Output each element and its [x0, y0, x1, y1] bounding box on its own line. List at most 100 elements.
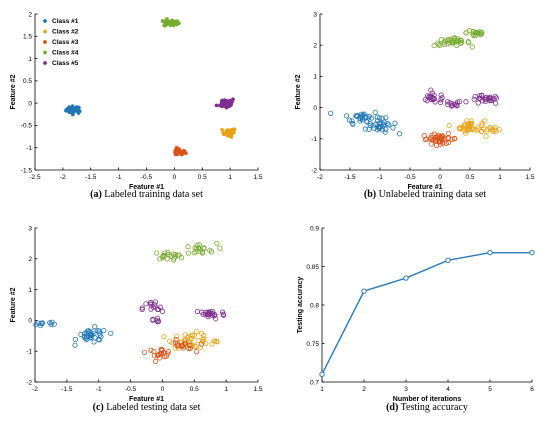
scatter-point-class-4 [458, 37, 464, 44]
scatter-point-class-4 [178, 255, 185, 261]
scatter-point-class-1 [77, 109, 82, 114]
scatter-point-class-1 [47, 320, 53, 326]
scatter-point-class-5 [437, 99, 444, 105]
y-axis-label: Feature #2 [10, 287, 17, 322]
scatter-point-class-5 [159, 308, 166, 315]
chart-panel-4: 1 2 3 4 5 6 0.7 0.75 0.8 0.85 0.9 Number of iterati… [297, 225, 535, 413]
scatter-point-class-2 [191, 332, 197, 338]
scatter-point-class-1 [376, 115, 383, 121]
y-tick-label: 0 [28, 100, 32, 107]
x-tick-label: 0 [173, 174, 177, 181]
data-point [361, 288, 367, 294]
scatter-point-class-3 [180, 151, 185, 156]
scatter-point-class-5 [225, 99, 230, 104]
scatter-point-class-3 [437, 141, 443, 147]
scatter-point-class-5 [454, 99, 461, 105]
scatter-point-class-5 [194, 308, 200, 315]
y-tick-label: 0 [313, 105, 317, 112]
scatter-point-class-1 [35, 320, 41, 326]
scatter-point-class-5 [150, 316, 156, 322]
scatter-point-class-5 [463, 99, 469, 105]
x-axis-label: Feature #1 [129, 396, 164, 403]
scatter-point-class-2 [195, 337, 201, 344]
scatter-point-class-4 [174, 19, 178, 24]
data-point [403, 275, 409, 281]
x-tick-label: 1.5 [253, 174, 262, 181]
scatter-point-class-3 [182, 340, 188, 346]
scatter-point-class-2 [490, 129, 496, 135]
scatter-point-class-2 [224, 128, 229, 133]
scatter-point-class-3 [174, 146, 179, 151]
legend-marker-class-2 [43, 29, 47, 34]
scatter-point-class-4 [473, 29, 479, 36]
x-tick-label: -0.5 [141, 174, 153, 181]
x-tick-label: -0.5 [404, 174, 416, 181]
scatter-point-class-1 [89, 332, 95, 338]
scatter-point-class-5 [139, 306, 145, 312]
caption-tag: (b) [364, 189, 376, 200]
x-tick-label: -2 [317, 174, 323, 181]
scatter-point-class-4 [435, 40, 441, 46]
x-tick-label: 6 [530, 386, 534, 393]
scatter-point-class-2 [161, 334, 167, 340]
scatter-point-class-2 [211, 338, 217, 344]
scatter-point-class-1 [87, 332, 93, 338]
scatter-point-class-4 [164, 20, 169, 25]
y-tick-label: -0.5 [21, 123, 33, 130]
scatter-point-class-3 [440, 140, 446, 146]
caption-text: Labeled testing data set [104, 402, 201, 413]
x-tick-label: 3 [404, 386, 408, 393]
y-tick-label: 0.85 [306, 264, 319, 271]
data-point [445, 257, 451, 264]
scatter-point-class-5 [484, 94, 490, 100]
caption-tag: (a) [90, 189, 102, 200]
scatter-point-class-1 [82, 333, 88, 340]
scatter-point-class-3 [148, 347, 154, 353]
x-tick-label: 2 [362, 386, 366, 393]
panel-caption: (a) Labeled training data set [90, 189, 203, 200]
legend-marker-class-3 [43, 40, 47, 44]
y-axis-label: Feature #2 [10, 74, 17, 109]
scatter-point-class-2 [480, 126, 487, 132]
y-tick-label: -1.5 [21, 167, 33, 174]
scatter-point-class-5 [472, 93, 478, 100]
scatter-point-class-3 [173, 337, 179, 343]
caption-text: Testing accuracy [398, 402, 468, 413]
scatter-point-class-5 [143, 301, 149, 307]
scatter-point-class-2 [456, 125, 462, 131]
x-tick-label: -1 [377, 174, 383, 181]
scatter-point-class-4 [185, 244, 191, 250]
scatter-point-class-1 [379, 127, 386, 133]
scatter-point-class-5 [492, 93, 498, 100]
scatter-point-class-5 [475, 100, 481, 106]
x-tick-label: 1 [228, 174, 232, 181]
y-tick-label: 2 [28, 11, 32, 18]
x-tick-label: 5 [488, 386, 492, 393]
y-tick-label: 0.8 [310, 302, 319, 309]
scatter-point-class-2 [446, 122, 452, 129]
scatter-point-class-4 [196, 241, 202, 248]
scatter-point-class-5 [471, 96, 477, 102]
scatter-point-class-1 [68, 109, 72, 114]
scatter-point-class-1 [383, 126, 389, 132]
scatter-point-class-5 [139, 305, 145, 311]
scatter-point-class-2 [490, 127, 496, 133]
scatter-point-class-5 [155, 306, 162, 312]
y-tick-label: -2 [311, 167, 317, 174]
scatter-point-class-4 [447, 40, 453, 46]
scatter-point-class-5 [155, 319, 161, 325]
panel-caption: (c) Labeled testing data set [93, 402, 201, 413]
scatter-point-class-4 [185, 250, 192, 256]
scatter-point-class-3 [156, 351, 162, 357]
scatter-point-class-1 [81, 331, 88, 337]
scatter-point-class-2 [492, 127, 498, 133]
scatter-point-class-4 [208, 249, 215, 255]
scatter-point-class-1 [364, 119, 370, 125]
scatter-point-class-2 [220, 127, 225, 132]
scatter-point-class-1 [67, 105, 72, 110]
x-tick-label: 1 [224, 386, 228, 393]
scatter-point-class-2 [209, 341, 215, 347]
chart-panel-3: -2 -1.5 -1 -0.5 0 0.5 1 1.5 -2 -1 0 1 2 3 Feature #1 Fe… [10, 225, 263, 413]
legend-label-class-1: Class #1 [52, 18, 79, 25]
x-tick-label: -1 [96, 386, 102, 393]
